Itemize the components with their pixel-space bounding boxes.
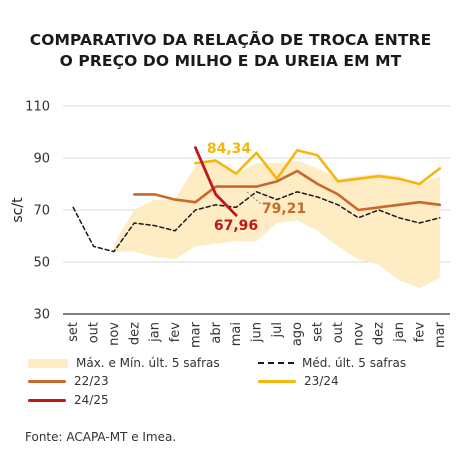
- annotation-2223: 79,21: [262, 201, 306, 217]
- chart-title-line-1: COMPARATIVO DA RELAÇÃO DE TROCA ENTRE: [29, 31, 432, 49]
- series-avg-line: [72, 191, 441, 253]
- x-tick-label: jul: [270, 322, 285, 338]
- x-tick-label: dez: [127, 322, 142, 345]
- x-tick-label: mar: [188, 321, 203, 348]
- x-tick-label: ago: [290, 322, 305, 346]
- x-tick-label: mai: [229, 322, 244, 346]
- chart-title: COMPARATIVO DA RELAÇÃO DE TROCA ENTRE O …: [0, 30, 461, 72]
- y-tick-label: 110: [25, 100, 50, 115]
- x-tick-label: jun: [250, 322, 265, 343]
- y-axis-label: sc/t: [10, 197, 26, 223]
- x-tick-label: jan: [392, 322, 407, 343]
- y-tick-label: 30: [33, 308, 50, 323]
- x-tick-label: mar: [433, 321, 448, 348]
- x-tick-label: dez: [372, 322, 387, 345]
- annotation-2425: 67,96: [214, 218, 258, 234]
- annotation-leader-2223: [246, 191, 262, 205]
- x-tick-label: set: [311, 322, 326, 342]
- annotation-2324: 84,34: [207, 141, 252, 157]
- source-note: Fonte: ACAPA-MT e Imea.: [25, 430, 177, 444]
- x-tick-label: nov: [107, 322, 122, 346]
- series-2425-line: [193, 146, 238, 217]
- x-tick-label: out: [331, 322, 346, 343]
- series-2324-line: [194, 148, 442, 186]
- x-tick-label: jan: [148, 322, 163, 343]
- y-tick-label: 90: [33, 152, 50, 167]
- x-tick-label: fev: [168, 322, 183, 343]
- x-tick-label: out: [87, 322, 102, 343]
- chart-title-line-2: O PREÇO DO MILHO E DA UREIA EM MT: [59, 52, 402, 70]
- y-tick-label: 50: [33, 256, 50, 271]
- series-2223-line: [132, 169, 442, 212]
- x-tick-label: set: [66, 322, 81, 342]
- x-tick-label: fev: [412, 322, 427, 343]
- band-max-min-area: [113, 160, 440, 288]
- x-tick-label: nov: [351, 322, 366, 346]
- y-tick-label: 70: [33, 204, 50, 219]
- x-tick-label: abr: [209, 321, 224, 343]
